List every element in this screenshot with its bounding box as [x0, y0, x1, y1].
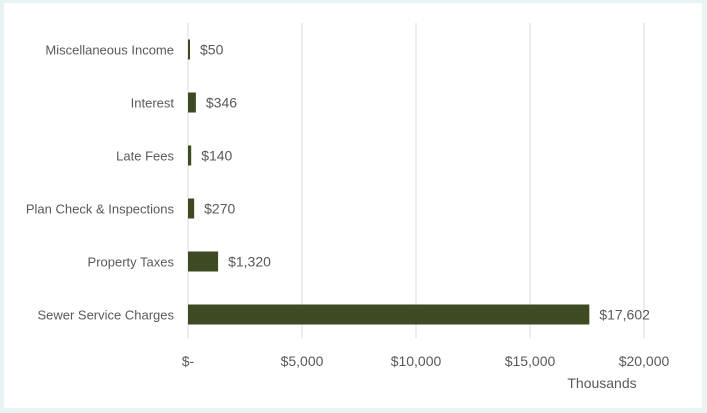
x-tick-label: $10,000	[391, 353, 442, 369]
category-label: Late Fees	[116, 149, 174, 164]
x-tick-label: $20,000	[619, 353, 670, 369]
category-label: Sewer Service Charges	[37, 308, 174, 323]
category-label: Interest	[131, 96, 175, 111]
bar	[188, 145, 192, 166]
data-label: $270	[204, 201, 235, 217]
bar	[188, 304, 590, 325]
bar	[188, 39, 190, 60]
x-tick-label: $-	[182, 353, 195, 369]
revenue-bar-chart: $- $5,000 $10,000 $15,000 $20,000 Miscellaneo…	[26, 23, 670, 391]
x-tick-label: $5,000	[281, 353, 324, 369]
axis-unit-label: Thousands	[567, 375, 636, 391]
category-label: Property Taxes	[88, 255, 175, 270]
gridlines	[187, 23, 645, 338]
data-label: $17,602	[599, 307, 650, 323]
bar	[188, 198, 195, 219]
data-label: $50	[200, 42, 224, 58]
data-label: $346	[206, 95, 237, 111]
category-label: Miscellaneous Income	[45, 43, 174, 58]
category-label: Plan Check & Inspections	[26, 202, 175, 217]
labels: $- $5,000 $10,000 $15,000 $20,000 Miscellaneo…	[26, 42, 670, 370]
data-label: $1,320	[228, 254, 271, 270]
data-label: $140	[201, 148, 232, 164]
bars	[188, 39, 590, 325]
x-tick-label: $15,000	[505, 353, 556, 369]
bar	[188, 92, 196, 113]
chart-frame: $- $5,000 $10,000 $15,000 $20,000 Miscellaneo…	[4, 3, 702, 408]
bar	[188, 251, 219, 272]
